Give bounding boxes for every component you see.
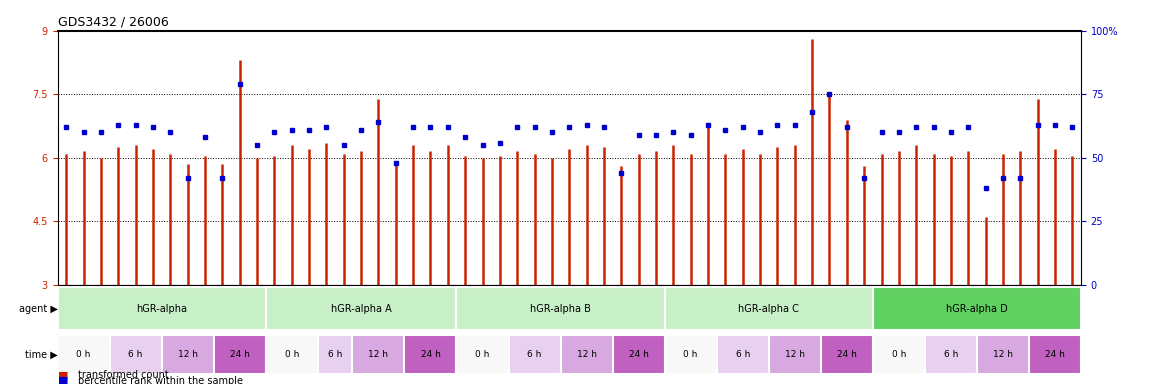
Text: 0 h: 0 h bbox=[475, 350, 490, 359]
Text: 24 h: 24 h bbox=[837, 350, 857, 359]
FancyBboxPatch shape bbox=[352, 335, 405, 374]
FancyBboxPatch shape bbox=[613, 335, 665, 374]
Text: time ▶: time ▶ bbox=[25, 349, 58, 359]
Text: GDS3432 / 26006: GDS3432 / 26006 bbox=[58, 15, 168, 28]
FancyBboxPatch shape bbox=[976, 335, 1029, 374]
FancyBboxPatch shape bbox=[58, 287, 266, 330]
FancyBboxPatch shape bbox=[821, 335, 873, 374]
FancyBboxPatch shape bbox=[162, 335, 214, 374]
Text: agent ▶: agent ▶ bbox=[18, 304, 58, 314]
FancyBboxPatch shape bbox=[214, 335, 266, 374]
Text: 24 h: 24 h bbox=[1045, 350, 1065, 359]
Text: 6 h: 6 h bbox=[528, 350, 542, 359]
FancyBboxPatch shape bbox=[317, 335, 352, 374]
FancyBboxPatch shape bbox=[873, 287, 1081, 330]
Text: 6 h: 6 h bbox=[328, 350, 343, 359]
FancyBboxPatch shape bbox=[405, 335, 457, 374]
FancyBboxPatch shape bbox=[665, 287, 873, 330]
FancyBboxPatch shape bbox=[109, 335, 162, 374]
Text: hGR-alpha C: hGR-alpha C bbox=[738, 304, 799, 314]
FancyBboxPatch shape bbox=[1029, 335, 1081, 374]
FancyBboxPatch shape bbox=[925, 335, 976, 374]
Text: 6 h: 6 h bbox=[944, 350, 958, 359]
FancyBboxPatch shape bbox=[266, 287, 457, 330]
Text: ■: ■ bbox=[58, 370, 68, 380]
Text: 12 h: 12 h bbox=[784, 350, 805, 359]
Text: ■: ■ bbox=[58, 376, 68, 384]
Text: 12 h: 12 h bbox=[576, 350, 597, 359]
FancyBboxPatch shape bbox=[266, 335, 317, 374]
FancyBboxPatch shape bbox=[873, 335, 925, 374]
Text: 6 h: 6 h bbox=[736, 350, 750, 359]
FancyBboxPatch shape bbox=[58, 335, 109, 374]
FancyBboxPatch shape bbox=[457, 335, 508, 374]
FancyBboxPatch shape bbox=[508, 335, 560, 374]
Text: 6 h: 6 h bbox=[129, 350, 143, 359]
FancyBboxPatch shape bbox=[457, 287, 665, 330]
FancyBboxPatch shape bbox=[716, 335, 768, 374]
Text: 24 h: 24 h bbox=[629, 350, 649, 359]
Text: percentile rank within the sample: percentile rank within the sample bbox=[78, 376, 243, 384]
Text: 12 h: 12 h bbox=[992, 350, 1013, 359]
Text: 0 h: 0 h bbox=[76, 350, 91, 359]
Text: hGR-alpha A: hGR-alpha A bbox=[331, 304, 391, 314]
Text: 12 h: 12 h bbox=[177, 350, 198, 359]
Text: transformed count: transformed count bbox=[78, 370, 169, 380]
Text: hGR-alpha D: hGR-alpha D bbox=[946, 304, 1007, 314]
Text: 24 h: 24 h bbox=[421, 350, 440, 359]
Text: hGR-alpha B: hGR-alpha B bbox=[530, 304, 591, 314]
FancyBboxPatch shape bbox=[665, 335, 716, 374]
Text: 0 h: 0 h bbox=[683, 350, 698, 359]
Text: 12 h: 12 h bbox=[368, 350, 389, 359]
Text: 24 h: 24 h bbox=[230, 350, 250, 359]
Text: 0 h: 0 h bbox=[284, 350, 299, 359]
FancyBboxPatch shape bbox=[768, 335, 821, 374]
FancyBboxPatch shape bbox=[560, 335, 613, 374]
Text: hGR-alpha: hGR-alpha bbox=[136, 304, 187, 314]
Text: 0 h: 0 h bbox=[891, 350, 906, 359]
